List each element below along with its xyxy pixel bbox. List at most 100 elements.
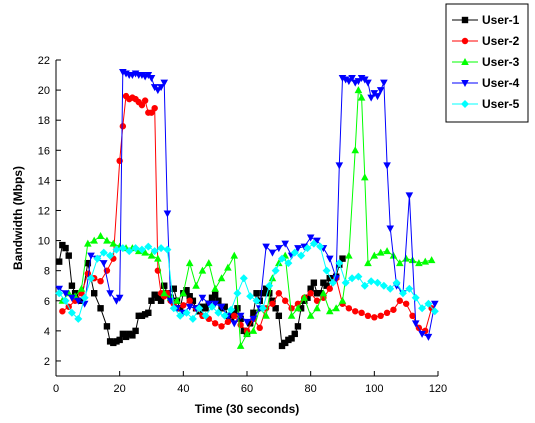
data-point-user-3 <box>185 259 194 267</box>
data-point-user-3 <box>96 232 105 240</box>
data-point-user-3 <box>287 311 296 319</box>
data-point-user-4 <box>262 243 270 251</box>
data-point-user-5 <box>188 314 197 323</box>
data-point-user-4 <box>380 79 388 87</box>
data-point-user-4 <box>335 162 344 170</box>
data-point-user-5 <box>214 308 223 317</box>
data-point-user-4 <box>275 245 283 253</box>
data-point-user-1 <box>186 293 193 300</box>
data-point-user-3 <box>224 263 232 271</box>
data-point-user-5 <box>157 244 166 253</box>
data-point-user-5 <box>322 266 331 275</box>
data-point-user-5 <box>131 244 140 253</box>
data-point-user-4 <box>87 252 95 260</box>
data-point-user-4 <box>424 333 433 341</box>
x-tick-label: 80 <box>305 383 317 395</box>
data-point-user-5 <box>74 314 83 323</box>
data-point-user-5 <box>398 289 407 298</box>
data-point-user-4 <box>185 303 194 311</box>
data-point-user-2 <box>282 297 289 304</box>
data-point-user-4 <box>230 320 239 328</box>
data-point-user-4 <box>294 245 302 253</box>
data-point-user-4 <box>313 237 321 245</box>
data-point-user-1 <box>259 290 267 297</box>
legend-label-user-4: User-4 <box>482 76 520 90</box>
data-point-user-2 <box>148 109 155 116</box>
data-point-user-3 <box>415 259 423 267</box>
data-point-user-4 <box>367 94 375 102</box>
data-point-user-3 <box>325 307 334 315</box>
data-point-user-2 <box>180 302 187 309</box>
legend-label-user-2: User-2 <box>482 34 520 48</box>
x-tick-label: 20 <box>114 383 126 395</box>
data-point-user-5 <box>80 293 89 302</box>
data-point-user-3 <box>357 93 366 101</box>
data-point-user-1 <box>294 323 302 330</box>
data-point-user-2 <box>358 309 365 316</box>
data-point-user-1 <box>291 330 298 338</box>
data-point-user-1 <box>246 320 254 327</box>
data-point-user-1 <box>129 332 136 339</box>
data-point-user-3 <box>383 247 391 255</box>
data-point-user-3 <box>217 274 226 282</box>
series-user-5 <box>55 239 439 323</box>
data-point-user-3 <box>109 239 118 247</box>
data-point-user-1 <box>215 297 222 304</box>
data-point-user-5 <box>176 311 185 320</box>
legend-marker-user-2 <box>461 37 469 45</box>
legend: User-1 User-2 User-3 User-4 User-5 <box>445 3 529 123</box>
data-point-user-1 <box>221 303 228 310</box>
data-point-user-5 <box>316 242 325 251</box>
data-point-user-1 <box>183 287 190 294</box>
data-point-user-5 <box>112 245 121 254</box>
y-tick-label: 18 <box>38 115 50 127</box>
data-point-user-4 <box>431 300 439 308</box>
series-user-3 <box>58 86 436 349</box>
data-point-user-2 <box>313 297 321 304</box>
data-point-user-3 <box>354 86 363 94</box>
data-point-user-2 <box>119 123 127 130</box>
series-user-4 <box>55 69 439 341</box>
data-point-user-5 <box>163 245 172 254</box>
data-point-user-4 <box>249 315 258 323</box>
data-point-user-5 <box>125 247 134 256</box>
data-point-user-1 <box>116 336 123 344</box>
data-point-user-1 <box>310 279 318 286</box>
data-point-user-3 <box>332 304 340 312</box>
data-point-user-1 <box>84 259 92 267</box>
data-point-user-5 <box>348 274 357 283</box>
data-point-user-4 <box>217 303 226 311</box>
data-point-user-5 <box>207 302 216 311</box>
data-point-user-5 <box>386 284 395 293</box>
data-point-user-3 <box>154 254 162 262</box>
x-tick-label: 120 <box>429 383 447 395</box>
data-point-user-1 <box>68 282 76 289</box>
data-point-user-2 <box>364 312 372 320</box>
data-point-user-5 <box>137 245 146 254</box>
data-point-user-5 <box>328 278 337 287</box>
data-point-user-2 <box>84 270 92 277</box>
data-point-user-2 <box>345 305 353 312</box>
data-point-user-5 <box>341 278 350 287</box>
data-point-user-2 <box>269 300 276 307</box>
y-tick-label: 12 <box>38 205 50 217</box>
data-point-user-4 <box>198 294 207 302</box>
data-point-user-3 <box>84 239 92 247</box>
data-point-user-4 <box>236 312 245 320</box>
y-tick-label: 10 <box>38 236 50 248</box>
data-point-user-3 <box>173 296 181 304</box>
data-point-user-4 <box>373 93 382 101</box>
data-point-user-1 <box>97 305 104 312</box>
data-point-user-2 <box>390 306 397 313</box>
data-point-user-2 <box>138 101 146 109</box>
data-point-user-2 <box>224 318 232 326</box>
data-point-user-4 <box>405 192 414 200</box>
data-point-user-5 <box>106 251 115 260</box>
data-point-user-2 <box>237 321 244 329</box>
data-point-user-5 <box>67 308 76 317</box>
data-point-user-5 <box>265 281 274 290</box>
data-point-user-5 <box>297 251 306 260</box>
data-point-user-2 <box>211 320 219 327</box>
data-point-user-5 <box>418 304 427 313</box>
